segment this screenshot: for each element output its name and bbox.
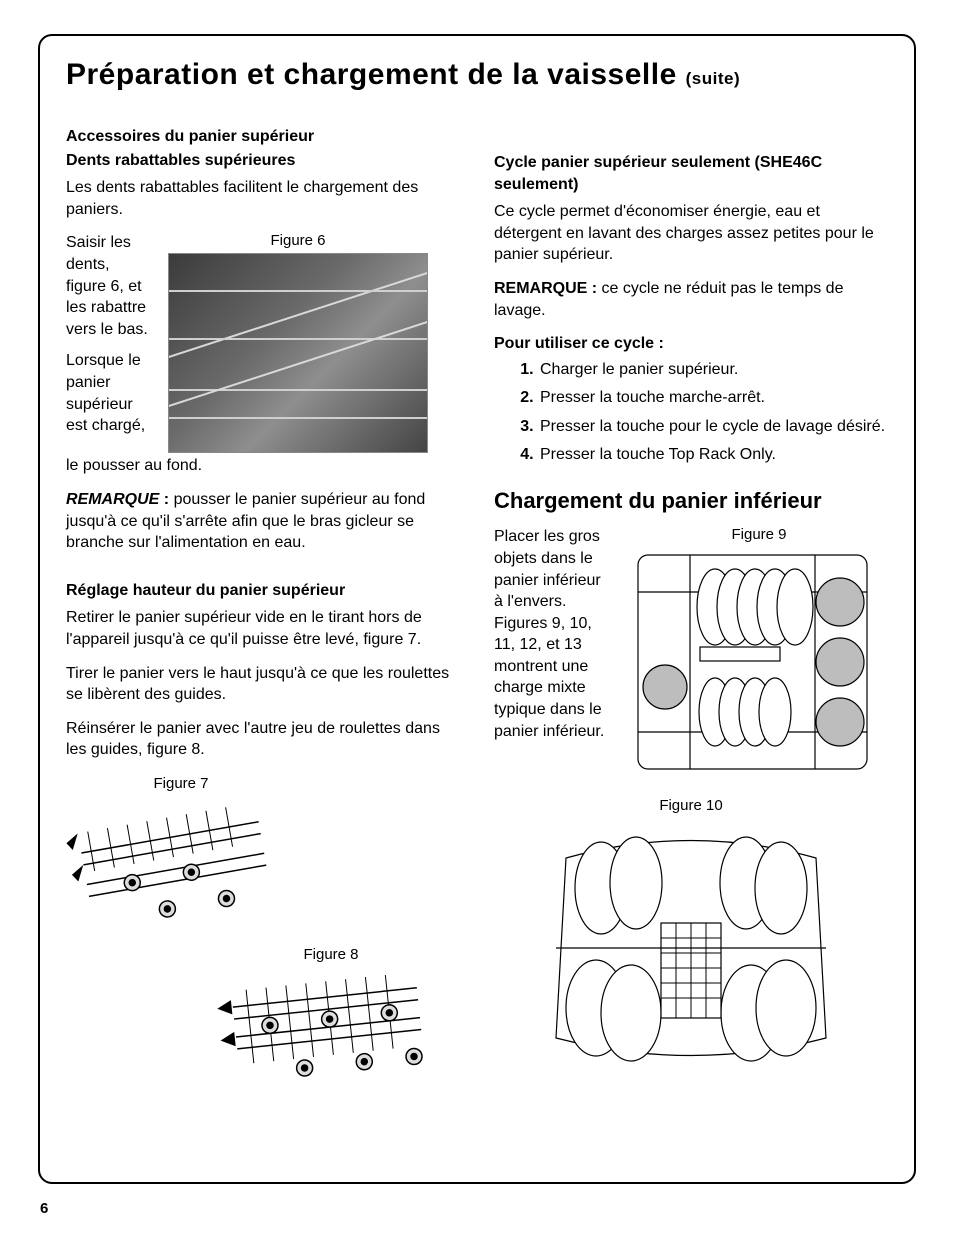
figure9-image xyxy=(630,547,875,777)
step-4: Presser la touche Top Rack Only. xyxy=(538,444,888,466)
steps-list: Charger le panier supérieur. Presser la … xyxy=(494,359,888,467)
page-number: 6 xyxy=(40,1200,48,1217)
heading-chargement: Chargement du panier inférieur xyxy=(494,488,888,514)
content-frame: Préparation et chargement de la vaissell… xyxy=(38,34,916,1184)
figure8-caption: Figure 8 xyxy=(216,946,446,963)
title-suffix: (suite) xyxy=(686,69,741,88)
paragraph-reglage1: Retirer le panier supérieur vide en le t… xyxy=(66,607,460,650)
remarque-2: REMARQUE : ce cycle ne réduit pas le tem… xyxy=(494,278,888,321)
figure8-image xyxy=(216,967,446,1097)
heading-cycle: Cycle panier supérieur seulement (SHE46C… xyxy=(494,152,888,195)
heading-dents: Dents rabattables supérieures xyxy=(66,150,460,172)
figure6-image xyxy=(168,253,428,453)
paragraph-reglage2: Tirer le panier vers le haut jusqu'à ce … xyxy=(66,663,460,706)
figure9-row: Placer les gros objets dans le panier in… xyxy=(494,526,888,777)
figure9-side-text: Placer les gros objets dans le panier in… xyxy=(494,526,614,742)
figure7-caption: Figure 7 xyxy=(66,775,296,792)
paragraph-reglage3: Réinsérer le panier avec l'autre jeu de … xyxy=(66,718,460,761)
remarque1-label: REMARQUE xyxy=(66,491,159,508)
figure6-caption: Figure 6 xyxy=(168,232,428,249)
paragraph-dents-intro: Les dents rabattables facilitent le char… xyxy=(66,177,460,220)
figures-7-8: Figure 7 xyxy=(66,775,460,1097)
right-column: Cycle panier supérieur seulement (SHE46C… xyxy=(494,126,888,1097)
columns: Accessoires du panier supérieur Dents ra… xyxy=(66,126,888,1097)
step-1: Charger le panier supérieur. xyxy=(538,359,888,381)
paragraph-cycle: Ce cycle permet d'économiser énergie, ea… xyxy=(494,201,888,266)
title-main: Préparation et chargement de la vaissell… xyxy=(66,58,677,91)
paragraph-saisir: Saisir les dents, figure 6, et les rabat… xyxy=(66,232,154,340)
paragraph-lorsque-part2: le pousser au fond. xyxy=(66,455,460,477)
heading-reglage: Réglage hauteur du panier supérieur xyxy=(66,580,460,602)
heading-pour: Pour utiliser ce cycle : xyxy=(494,333,888,355)
paragraph-chargement: Placer les gros objets dans le panier in… xyxy=(494,526,614,742)
figure9-caption: Figure 9 xyxy=(630,526,888,543)
left-column: Accessoires du panier supérieur Dents ra… xyxy=(66,126,460,1097)
step-2: Presser la touche marche-arrêt. xyxy=(538,387,888,409)
figure10-caption: Figure 10 xyxy=(494,797,888,814)
remarque1-sep: : xyxy=(159,491,173,508)
figure6-side-text: Saisir les dents, figure 6, et les rabat… xyxy=(66,232,154,436)
figure6-row: Saisir les dents, figure 6, et les rabat… xyxy=(66,232,460,453)
remarque2-label: REMARQUE : xyxy=(494,280,597,297)
step-3: Presser la touche pour le cycle de lavag… xyxy=(538,416,888,438)
figure6-box: Figure 6 xyxy=(168,232,428,453)
paragraph-lorsque-part1: Lorsque le panier supérieur est chargé, xyxy=(66,350,154,436)
heading-accessories: Accessoires du panier supérieur xyxy=(66,126,460,148)
remarque-1: REMARQUE : pousser le panier supérieur a… xyxy=(66,489,460,554)
figure7-image xyxy=(66,796,296,946)
page-title: Préparation et chargement de la vaissell… xyxy=(66,58,888,92)
figure10-image xyxy=(526,818,856,1078)
